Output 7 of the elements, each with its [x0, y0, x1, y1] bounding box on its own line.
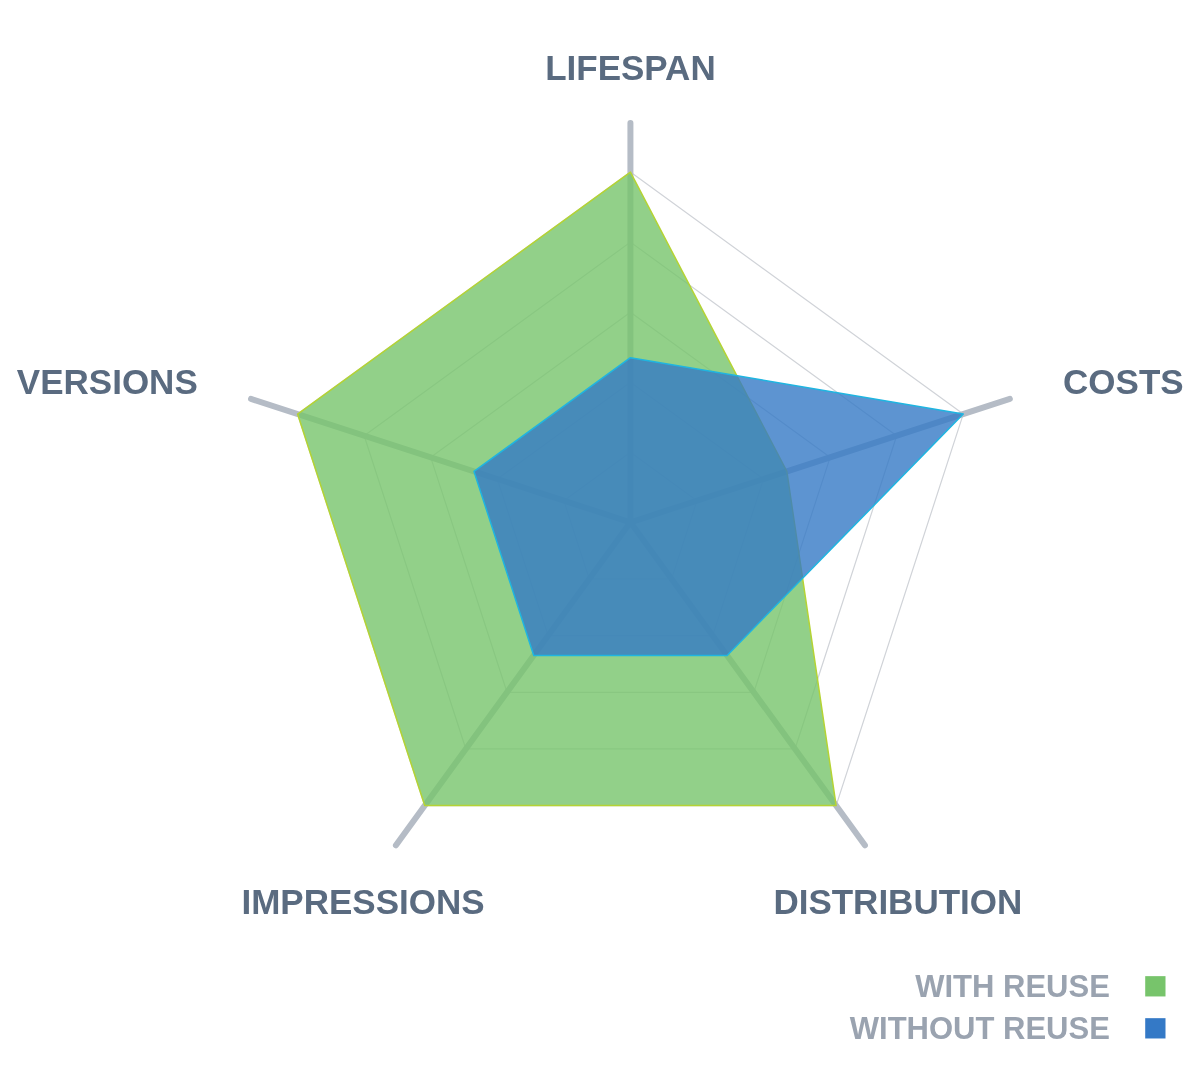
spoke-label: COSTS [1063, 362, 1184, 402]
spoke-label: VERSIONS [16, 362, 198, 402]
spoke-label: IMPRESSIONS [241, 881, 485, 921]
legend-label: WITHOUT REUSE [849, 1010, 1110, 1046]
legend-label: WITH REUSE [915, 968, 1110, 1004]
spoke-label: LIFESPAN [545, 47, 716, 87]
spoke-label: DISTRIBUTION [773, 881, 1023, 921]
